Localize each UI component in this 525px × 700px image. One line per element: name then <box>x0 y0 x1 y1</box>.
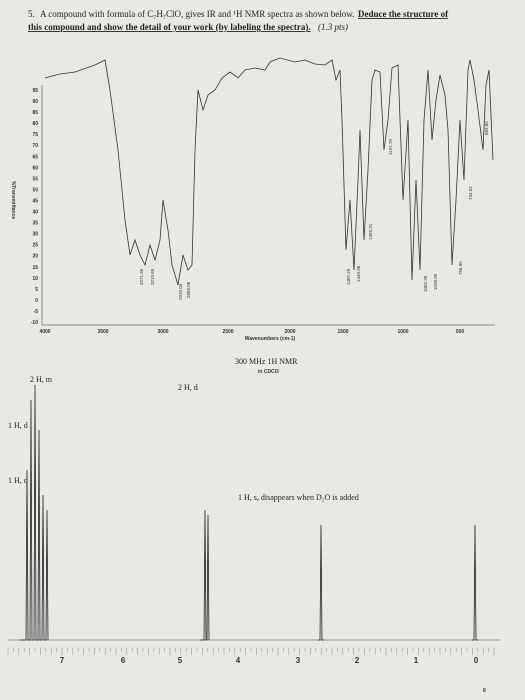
ir-x-tick: 3500 <box>97 329 108 335</box>
ir-y-tick: 35 <box>32 221 38 227</box>
ir-y-tick: -5 <box>34 309 39 315</box>
nmr-x-tick: 4 <box>236 656 241 665</box>
nmr-spectrum <box>8 384 500 641</box>
ir-x-tick: 1500 <box>337 329 348 335</box>
question-text: Deduce the structure of <box>358 9 449 19</box>
ir-peak-label: 756.95 <box>458 261 463 275</box>
ir-x-tick: 4000 <box>39 329 50 335</box>
ir-peak-label: 3219.65 <box>150 268 155 285</box>
ir-y-tick: 75 <box>32 132 38 138</box>
nmr-label: 2 H, m <box>30 375 53 384</box>
nmr-x-tick: 0 <box>474 656 479 665</box>
nmr-axis <box>7 648 495 655</box>
ir-y-tick: 5 <box>35 287 38 293</box>
nmr-solvent: in CDCl3 <box>258 369 279 375</box>
nmr-label: 2 H, d <box>178 383 198 392</box>
ir-y-tick: 60 <box>32 165 38 171</box>
ir-peak-label: 669.85 <box>484 121 489 135</box>
nmr-label: 1 H, d <box>8 421 28 430</box>
question-number: 5. <box>28 9 35 19</box>
ir-y-tick: 20 <box>32 254 38 260</box>
ir-peak-label: 1082.30 <box>423 275 428 292</box>
ir-y-tick: 25 <box>32 243 38 249</box>
nmr-x-tick: 5 <box>178 656 183 665</box>
ir-peak-label: 1369.31 <box>368 223 373 240</box>
ir-y-tick: 50 <box>32 187 38 193</box>
ir-x-tick: 500 <box>456 329 465 335</box>
ir-y-tick: 40 <box>32 210 38 216</box>
ir-y-tick: 55 <box>32 176 38 182</box>
question-text: A compound with formula of C₇H₇ClO, give… <box>40 9 354 19</box>
nmr-x-tick: 1 <box>414 656 419 665</box>
question-text: this compound and show the detail of you… <box>28 22 311 32</box>
ir-y-tick: -10 <box>31 320 38 326</box>
ir-y-tick: 45 <box>32 198 38 204</box>
ir-y-tick: 10 <box>32 276 38 282</box>
ir-y-tick: 90 <box>32 99 38 105</box>
ir-x-tick: 2000 <box>284 329 295 335</box>
ir-peak-label: 2856.06 <box>186 281 191 298</box>
nmr-title: 300 MHz 1H NMR <box>235 357 298 366</box>
ir-y-tick: 70 <box>32 143 38 149</box>
nmr-x-tick: 6 <box>121 656 126 665</box>
ir-y-tick: 15 <box>32 265 38 271</box>
ir-x-tick: 1000 <box>397 329 408 335</box>
ir-y-label: %Transmittance <box>10 181 16 220</box>
ir-y-tick: 95 <box>32 88 38 94</box>
page-number: 8 <box>483 688 486 694</box>
ir-peak-label: 1449.96 <box>356 265 361 282</box>
ir-y-tick: 65 <box>32 154 38 160</box>
ir-y-tick: 80 <box>32 121 38 127</box>
ir-peak-label: 1487.29 <box>346 268 351 285</box>
ir-y-tick: 30 <box>32 232 38 238</box>
ir-x-tick: 2500 <box>222 329 233 335</box>
question-points: (1.3 pts) <box>318 22 348 32</box>
nmr-x-tick: 3 <box>296 656 301 665</box>
ir-peak-label: 734.52 <box>468 186 473 200</box>
ir-y-tick: 85 <box>32 110 38 116</box>
ir-peak-label: 1038.99 <box>433 273 438 290</box>
ir-y-tick: 0 <box>35 298 38 304</box>
ir-x-tick: 3000 <box>157 329 168 335</box>
ir-x-label: Wavenumbers (cm-1) <box>245 336 296 342</box>
nmr-label: 1 H, d <box>8 476 28 485</box>
ir-spectrum <box>41 57 495 326</box>
nmr-label: 1 H, s, disappears when D₂O is added <box>238 493 359 502</box>
ir-peak-label: 3271.55 <box>139 268 144 285</box>
ir-peak-label: 2916.04 <box>178 283 183 300</box>
nmr-x-tick: 2 <box>355 656 360 665</box>
nmr-x-tick: 7 <box>60 656 65 665</box>
ir-peak-label: 1197.70 <box>388 139 393 155</box>
